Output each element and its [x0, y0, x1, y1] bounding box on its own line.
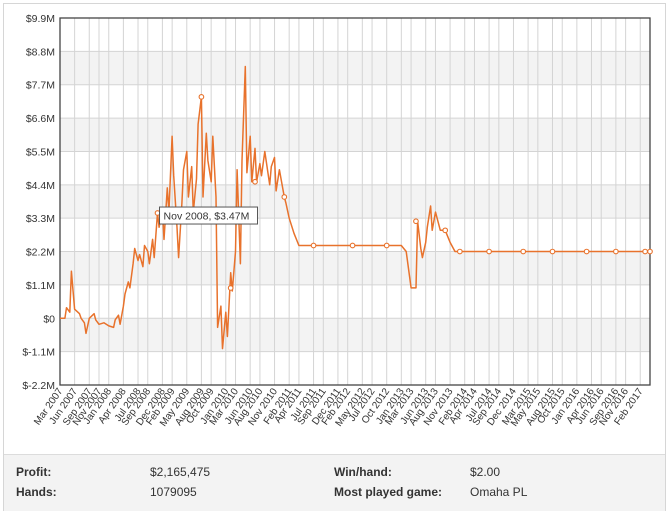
- hands-value: 1079095: [150, 485, 197, 499]
- win-per-hand-label: Win/hand:: [334, 465, 392, 479]
- tooltip-box: [159, 206, 259, 225]
- profit-series-line: [60, 65, 650, 350]
- y-tick-label: $3.3M: [26, 213, 55, 225]
- data-point-marker: [520, 248, 527, 255]
- data-point-marker: [583, 248, 590, 255]
- profit-chart: $9.9M $8.8M $7.7M $6.6M $5.5M $4.4M $3.3M $2.2M…: [22, 13, 653, 429]
- y-tick-label: $6.6M: [26, 113, 55, 125]
- data-point-marker: [227, 285, 234, 291]
- y-tick-label: $8.8M: [26, 46, 55, 58]
- data-point-marker: [456, 248, 463, 255]
- data-point-marker: [442, 227, 449, 234]
- y-tick-label: $5.5M: [26, 146, 55, 158]
- grid-band: [60, 184, 650, 219]
- data-point-marker: [413, 218, 419, 225]
- hands-label: Hands:: [16, 485, 57, 499]
- y-tick-label: $2.2M: [26, 247, 55, 259]
- y-tick-label: $4.4M: [26, 180, 55, 192]
- data-point-marker: [383, 242, 390, 249]
- grid-band: [60, 318, 650, 352]
- y-tick-label: $-2.2M: [22, 380, 55, 392]
- y-tick-label: $0: [43, 313, 55, 325]
- data-point-marker: [349, 242, 356, 249]
- data-point-marker: [310, 242, 317, 249]
- tooltip-text: Nov 2008, $3.47M: [164, 211, 250, 223]
- data-point-marker: [549, 248, 556, 255]
- plot-border: [59, 17, 651, 386]
- data-point-marker: [198, 94, 205, 100]
- y-tick-label: $7.7M: [26, 80, 55, 92]
- data-point-marker: [642, 248, 648, 255]
- most-played-game-label: Most played game:: [334, 485, 443, 499]
- grid-band: [60, 51, 650, 85]
- data-point-marker: [281, 194, 288, 200]
- data-point-marker: [647, 248, 653, 255]
- grid-band: [60, 251, 650, 285]
- most-played-game-value: Omaha PL: [470, 485, 528, 499]
- stats-panel: Profit: $2,165,475 Win/hand: $2.00 Hands…: [4, 454, 665, 511]
- y-tick-label: $-1.1M: [22, 347, 55, 359]
- y-tick-label: $1.1M: [26, 280, 55, 292]
- profit-label: Profit:: [16, 465, 52, 479]
- data-point-marker: [486, 248, 492, 255]
- y-tick-label: $9.9M: [26, 13, 55, 25]
- win-per-hand-value: $2.00: [470, 465, 501, 479]
- data-point-marker: [613, 248, 619, 255]
- profit-value: $2,165,475: [150, 465, 211, 479]
- data-point-marker: [252, 178, 258, 185]
- grid-band: [60, 118, 650, 152]
